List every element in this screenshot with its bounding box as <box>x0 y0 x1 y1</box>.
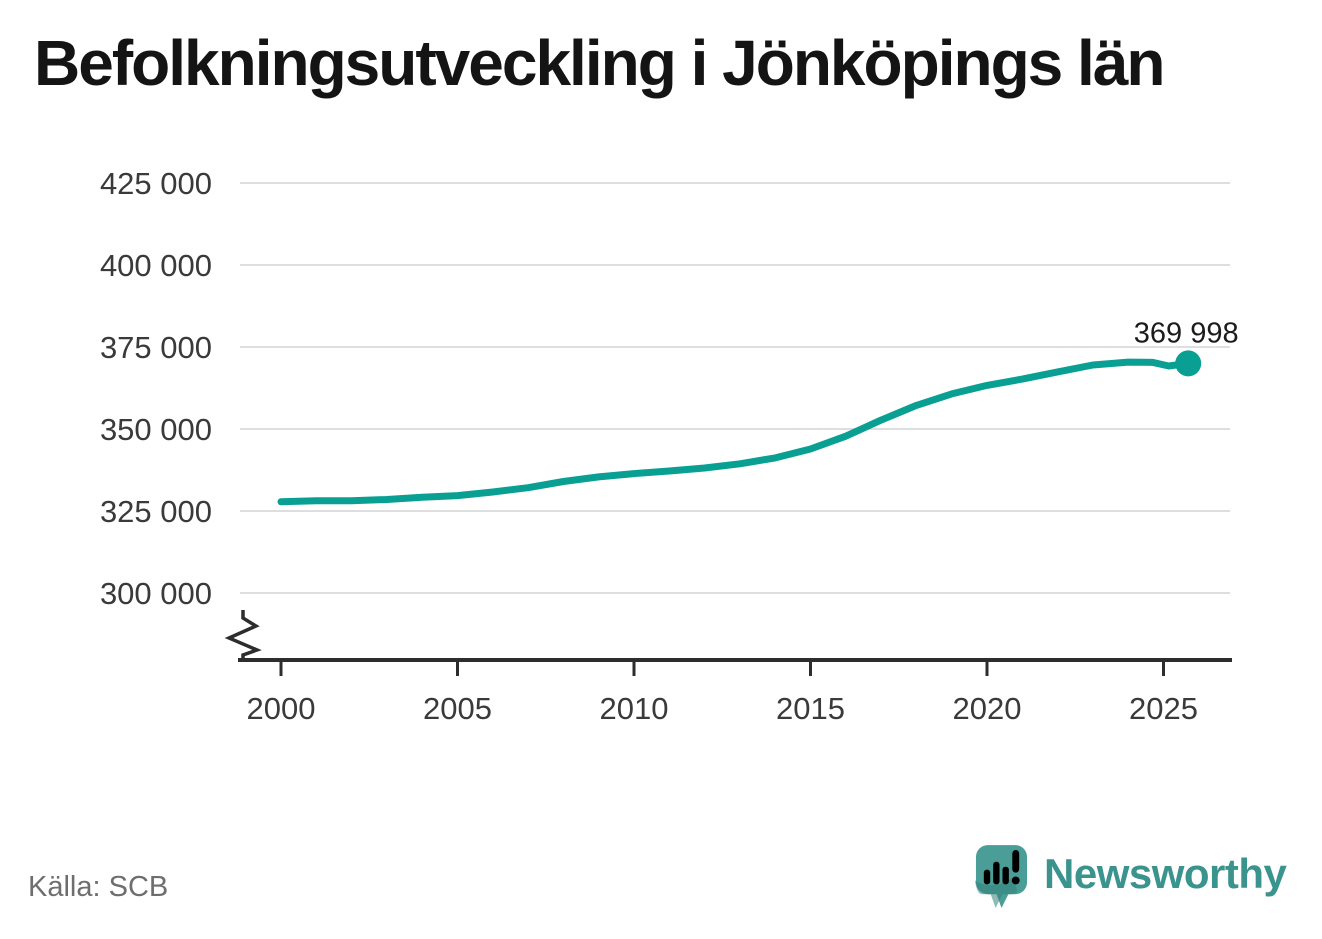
x-tick-label: 2005 <box>423 691 492 726</box>
end-point-dot <box>1175 350 1202 377</box>
newsworthy-logo: Newsworthy <box>974 843 1287 912</box>
x-tick-label: 2020 <box>953 691 1022 726</box>
y-tick-label: 375 000 <box>100 330 212 365</box>
end-point-value-label: 369 998 <box>1134 317 1239 349</box>
exclamation-glyph <box>1011 850 1020 885</box>
population-line <box>277 358 1192 506</box>
y-tick-label: 325 000 <box>100 494 212 529</box>
x-tick-label: 2025 <box>1129 691 1198 726</box>
y-tick-label: 300 000 <box>100 576 212 611</box>
y-tick-label: 400 000 <box>100 248 212 283</box>
bubble-shade <box>974 877 1018 908</box>
chart-title: Befolkningsutveckling i Jönköpings län <box>34 27 1165 99</box>
x-tick-label: 2010 <box>600 691 669 726</box>
newsworthy-brand-name: Newsworthy <box>1044 849 1287 897</box>
x-tick-label: 2015 <box>776 691 845 726</box>
y-tick-label: 350 000 <box>100 412 212 447</box>
y-tick-label: 425 000 <box>100 166 212 201</box>
bubble-shape <box>975 845 1028 908</box>
newsworthy-bubble-chart-icon <box>974 845 1028 908</box>
source-label: Källa: SCB <box>28 871 169 903</box>
x-tick-label: 2000 <box>247 691 316 726</box>
axis-break-zigzag <box>224 610 262 660</box>
bar-chart-glyph <box>983 861 1009 885</box>
